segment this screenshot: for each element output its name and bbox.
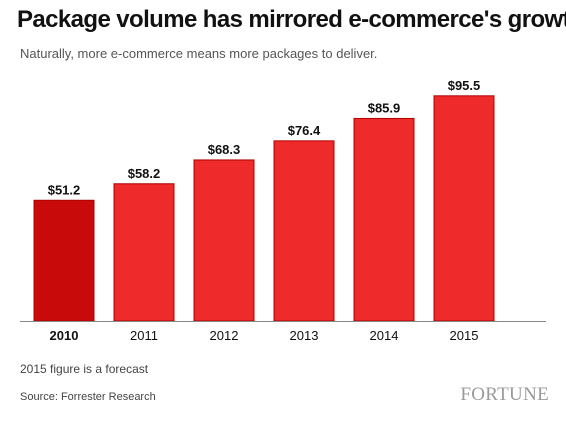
value-label-2011: $58.2 — [128, 166, 161, 181]
value-label-2013: $76.4 — [288, 123, 321, 138]
value-label-2015: $95.5 — [448, 78, 481, 93]
bar-2013 — [273, 140, 335, 322]
x-tick-label-2012: 2012 — [210, 328, 239, 343]
value-label-2010: $51.2 — [48, 182, 81, 197]
bar-2014 — [353, 117, 415, 322]
value-label-2012: $68.3 — [208, 142, 241, 157]
chart-title: Package volume has mirrored e-commerce's… — [17, 6, 566, 33]
x-tick-label-2014: 2014 — [370, 328, 399, 343]
bars-group — [33, 95, 495, 322]
bar-2011 — [113, 183, 175, 322]
source-note: Source: Forrester Research — [20, 391, 156, 403]
x-tick-label-2013: 2013 — [290, 328, 319, 343]
labels-group: $51.2 2010 $58.2 2011 $68.3 2012 $76.4 2013 $85.… — [48, 78, 481, 343]
x-tick-label-2011: 2011 — [130, 328, 158, 343]
forecast-footnote: 2015 figure is a forecast — [20, 362, 149, 376]
value-label-2014: $85.9 — [368, 100, 401, 115]
bar-2015 — [433, 95, 495, 322]
bar-2012 — [193, 159, 255, 322]
x-tick-label-2010: 2010 — [50, 328, 79, 343]
x-tick-label-2015: 2015 — [450, 328, 479, 343]
bar-2010 — [33, 199, 95, 322]
chart-subtitle: Naturally, more e-commerce means more pa… — [20, 46, 378, 61]
fortune-logo: FORTUNE — [460, 384, 549, 405]
